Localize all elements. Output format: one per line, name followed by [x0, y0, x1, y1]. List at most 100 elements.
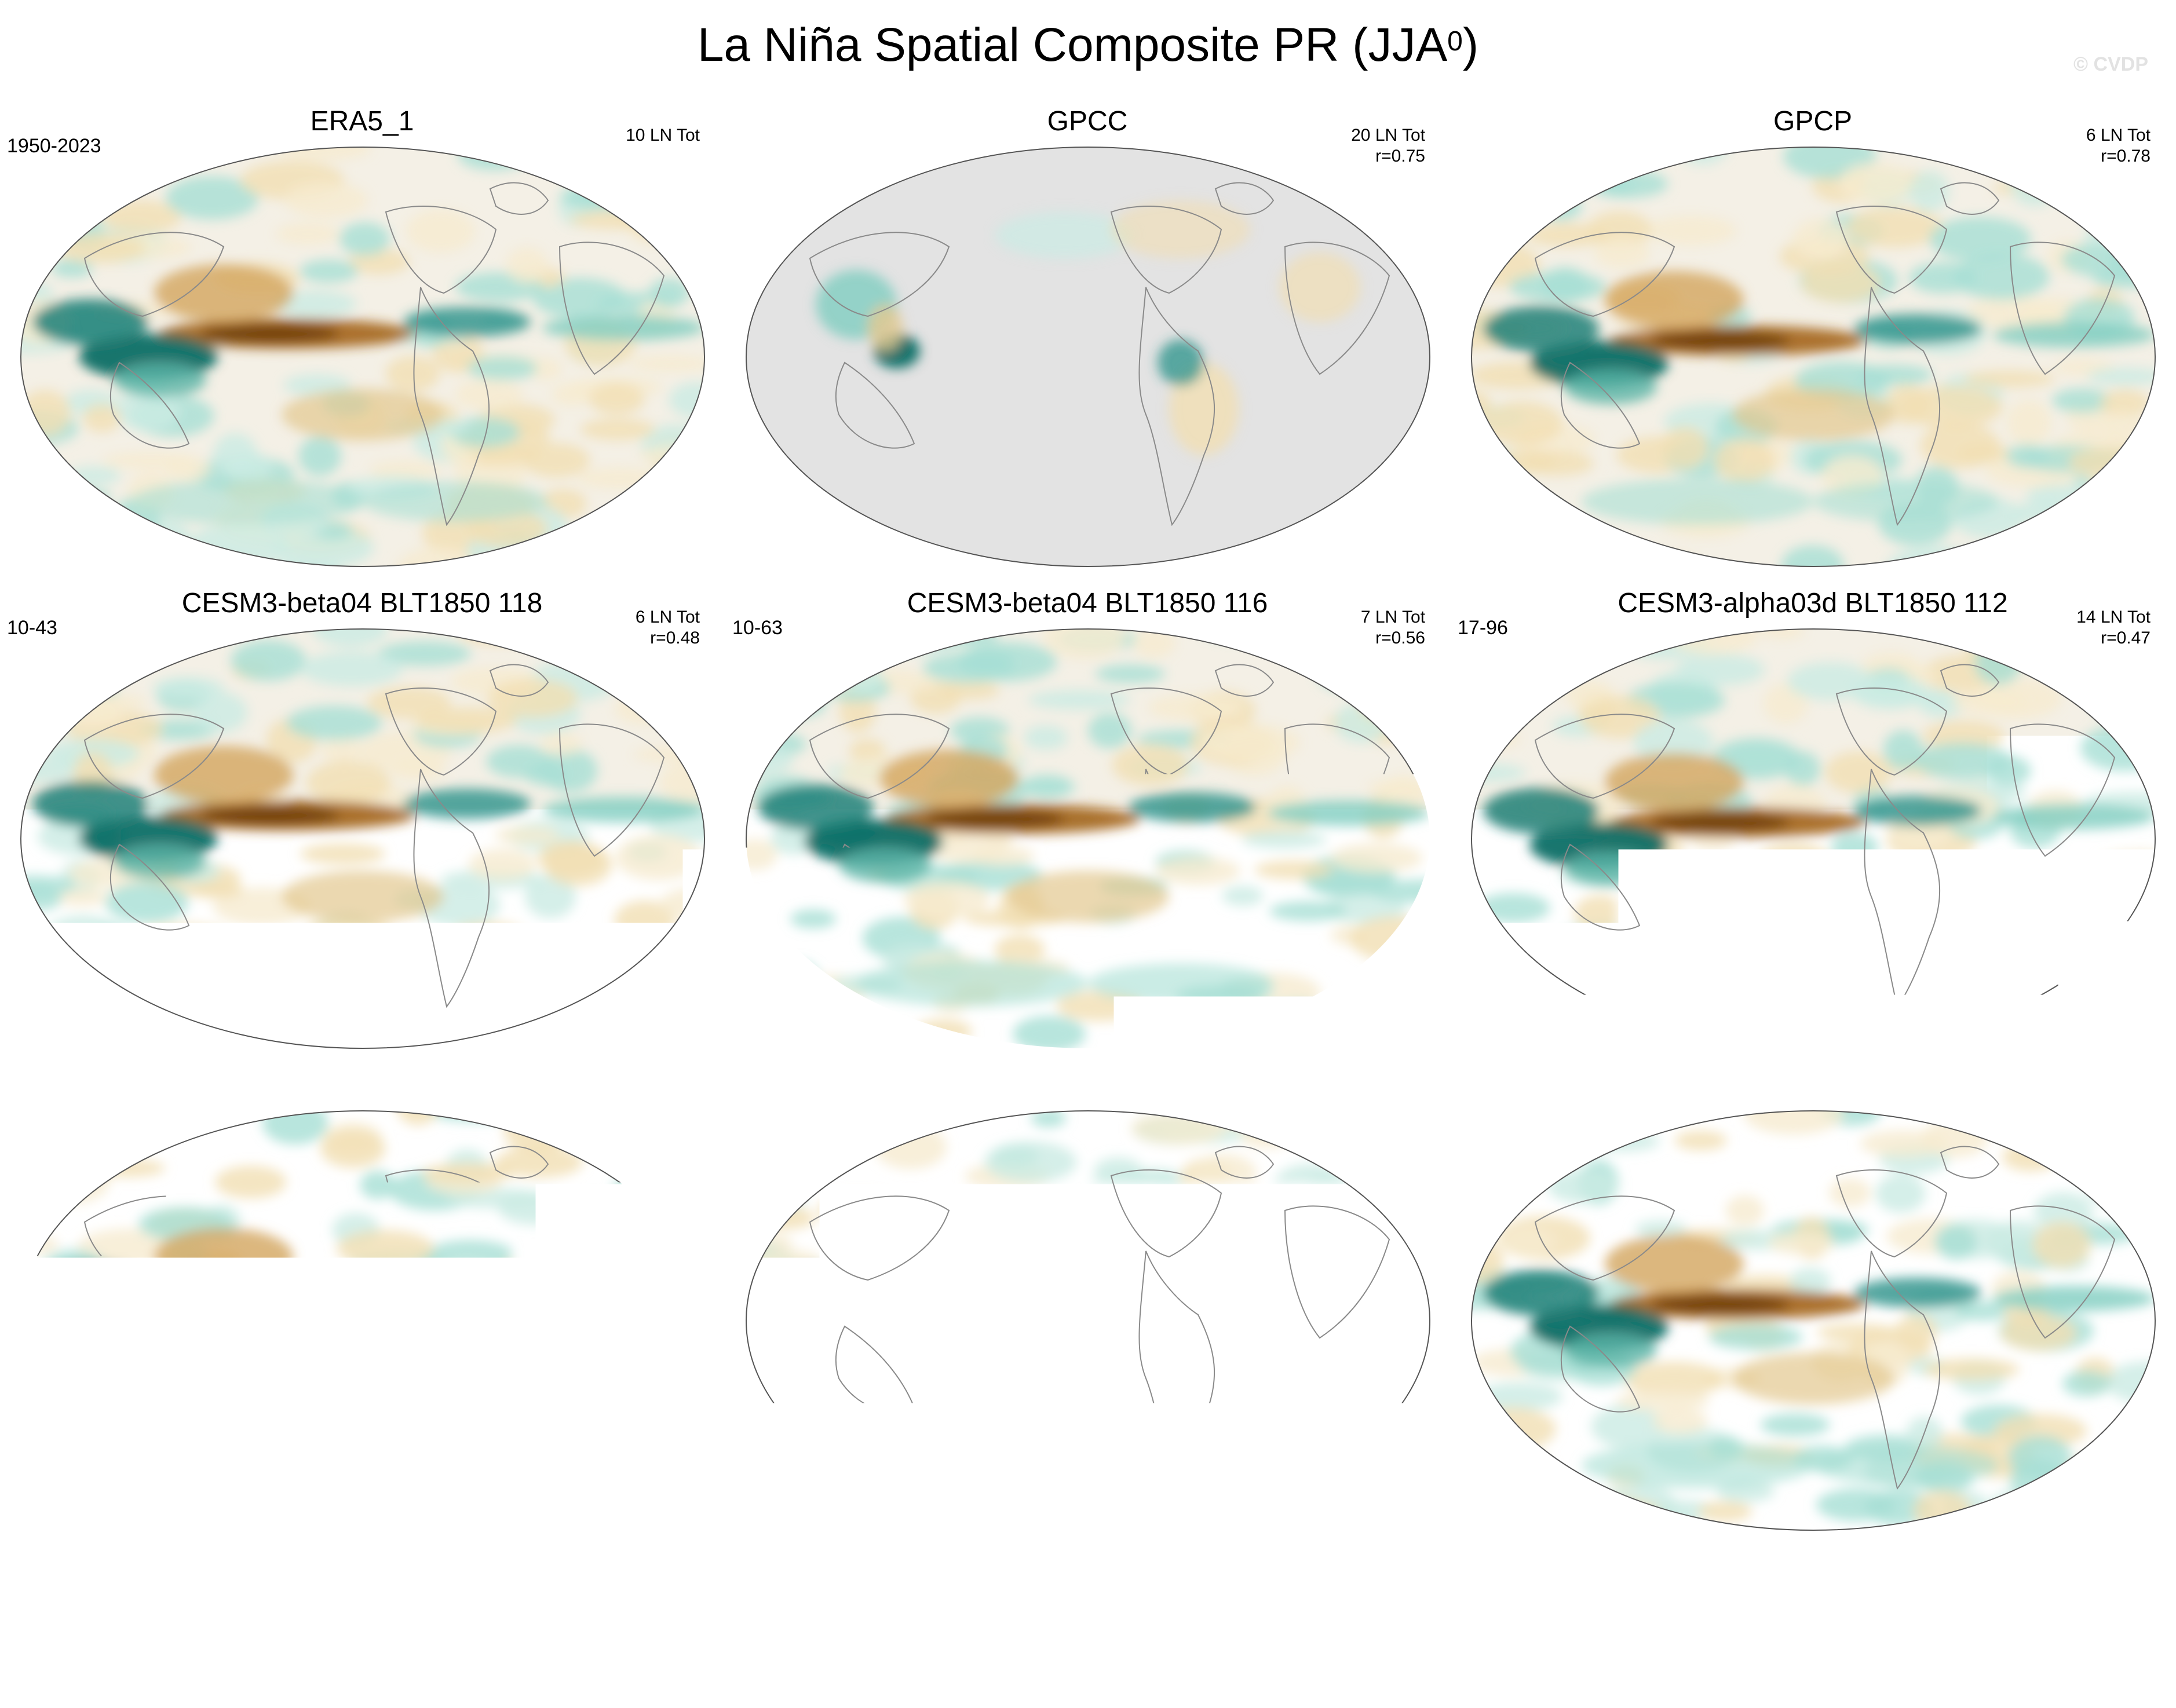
anomaly-blob	[1129, 1274, 1256, 1304]
anomaly-blob	[904, 881, 990, 918]
anomaly-blob	[1651, 1295, 1790, 1314]
anomaly-blob	[102, 452, 199, 469]
anomaly-blob	[68, 1483, 113, 1509]
anomaly-blob	[1605, 753, 1744, 811]
anomaly-blob	[1088, 1445, 1273, 1486]
anomaly-blob	[131, 1442, 363, 1488]
anomaly-blob	[353, 1490, 454, 1535]
anomaly-blob	[777, 961, 820, 995]
anomaly-blob	[1342, 1110, 1436, 1154]
anomaly-blob	[131, 960, 363, 1007]
anomaly-blob	[1021, 775, 1073, 799]
anomaly-blob	[663, 1117, 710, 1158]
anomaly-blob	[1317, 650, 1367, 690]
anomaly-blob	[1594, 238, 1650, 268]
anomaly-blob	[282, 871, 444, 923]
anomaly-blob	[1466, 457, 1521, 499]
anomaly-blob	[1990, 1492, 2026, 1523]
anomaly-blob	[2092, 676, 2128, 720]
anomaly-blob	[1993, 322, 2155, 348]
anomaly-blob	[154, 264, 293, 322]
colorbar-tick-label: 1	[1430, 1614, 1449, 1651]
anomaly-blob	[32, 781, 148, 827]
anomaly-blob	[363, 481, 548, 522]
anomaly-blob	[2125, 175, 2161, 205]
anomaly-blob	[406, 209, 475, 253]
anomaly-blob	[542, 797, 704, 822]
anomaly-blob	[271, 1510, 317, 1533]
anomaly-blob	[611, 1023, 698, 1046]
anomaly-blob	[2076, 174, 2131, 200]
anomaly-blob	[2126, 146, 2161, 168]
colorbar-swatch	[1510, 1577, 1580, 1608]
anomaly-blob	[856, 960, 1088, 1007]
anomaly-blob	[1582, 1442, 1813, 1488]
anomaly-blob	[282, 389, 444, 441]
anomaly-blob	[926, 1292, 1065, 1310]
anomaly-blob	[601, 1414, 691, 1443]
anomaly-blob	[648, 692, 710, 709]
anomaly-blob	[1158, 339, 1204, 386]
anomaly-blob	[1111, 200, 1250, 258]
colorbar-swatch	[809, 1577, 879, 1608]
anomaly-blob	[44, 624, 132, 650]
anomaly-blob	[31, 1159, 109, 1204]
anomaly-blob	[875, 1125, 947, 1169]
colorbar-tick-label: .75	[1346, 1614, 1393, 1651]
anomaly-blob	[1564, 1333, 1657, 1368]
anomaly-blob	[1993, 804, 2155, 829]
anomaly-blob	[1298, 1415, 1339, 1447]
anomaly-blob	[589, 383, 644, 415]
map-3	[1466, 142, 2161, 571]
anomaly-blob	[1007, 1352, 1169, 1405]
anomaly-blob	[1510, 1497, 1550, 1516]
anomaly-blob	[15, 487, 112, 506]
anomaly-blob	[1274, 1164, 1345, 1208]
map-panel: GPCC 20 LN Tot r=0.75	[731, 104, 1444, 579]
colorbar-swatch	[1299, 1577, 1370, 1608]
anomaly-blob	[1498, 449, 1556, 474]
anomaly-blob	[1024, 725, 1068, 749]
panel-title: CESM3-beta02 BLT1850 109	[6, 1068, 718, 1103]
anomaly-blob	[1401, 959, 1436, 989]
colorbar-tick-label: -.5	[859, 1614, 899, 1651]
anomaly-blob	[750, 689, 826, 719]
anomaly-blob	[2028, 174, 2093, 196]
anomaly-blob	[740, 628, 796, 672]
anomaly-blob	[632, 653, 671, 696]
anomaly-blob	[19, 200, 83, 245]
anomaly-blob	[1268, 800, 1430, 826]
anomaly-blob	[1640, 552, 1697, 569]
colorbar-swatch	[669, 1577, 739, 1608]
anomaly-blob	[1269, 901, 1347, 921]
anomaly-blob	[1524, 1498, 1622, 1520]
anomaly-blob	[1928, 1516, 1970, 1535]
colorbar-tick-label: -4	[513, 1614, 543, 1651]
anomaly-blob	[1482, 624, 1565, 659]
anomaly-blob	[1698, 1501, 1752, 1522]
watermark: © CVDP	[2073, 53, 2148, 76]
anomaly-blob	[43, 1416, 143, 1459]
panel-title: CESM3-beta02 BMT1850 104	[731, 1068, 1444, 1103]
anomaly-blob	[580, 624, 632, 657]
anomaly-blob	[2125, 719, 2161, 739]
anomaly-blob	[56, 142, 127, 156]
map-7	[15, 1106, 710, 1535]
anomaly-blob	[1838, 162, 1912, 204]
colorbar-swatch	[1089, 1577, 1160, 1608]
anomaly-blob	[339, 222, 390, 256]
anomaly-blob	[1813, 963, 1999, 1004]
anomaly-blob	[1618, 1514, 1659, 1531]
anomaly-blob	[1573, 1498, 1660, 1525]
anomaly-blob	[272, 1318, 335, 1355]
anomaly-blob	[506, 247, 549, 283]
anomaly-blob	[1726, 1195, 1764, 1227]
anomaly-blob	[188, 524, 290, 568]
anomaly-blob	[1007, 871, 1169, 923]
anomaly-blob	[940, 681, 999, 700]
anomaly-blob	[1133, 628, 1175, 658]
colorbar-tick-label: -2	[653, 1614, 684, 1651]
anomaly-blob	[762, 1022, 824, 1053]
map-2	[740, 142, 1436, 571]
anomaly-blob	[740, 1175, 805, 1217]
